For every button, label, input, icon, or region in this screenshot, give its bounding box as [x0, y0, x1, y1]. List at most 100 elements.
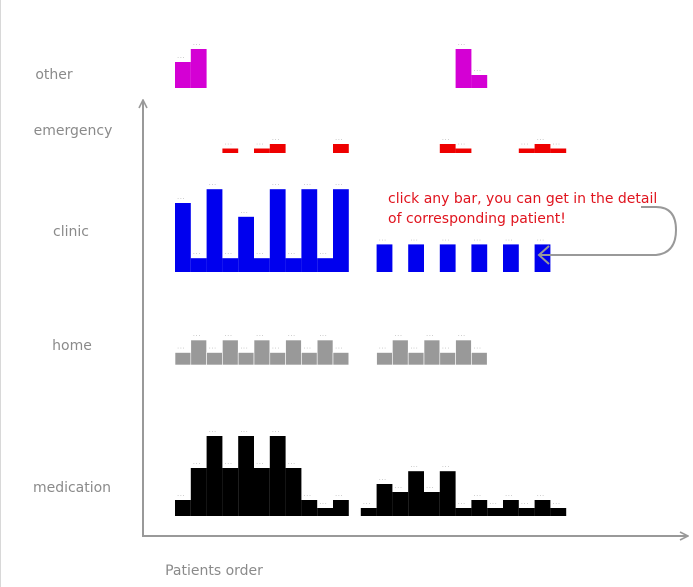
bar-value-label: ...	[521, 498, 529, 506]
bar-value-label: ...	[335, 343, 343, 351]
bar-clinic-8[interactable]	[285, 258, 302, 272]
bar-medication-12[interactable]	[360, 508, 377, 516]
bar-other-19[interactable]	[471, 75, 488, 88]
hint-line-2: of corresponding patient!	[388, 211, 566, 227]
bar-medication-5[interactable]	[238, 436, 254, 516]
bar-value-label: ...	[272, 343, 280, 351]
bar-medication-3[interactable]	[206, 436, 223, 516]
bar-other-2[interactable]	[190, 49, 207, 88]
bar-value-label: ...	[335, 179, 343, 187]
bar-medication-20[interactable]	[487, 508, 503, 516]
bar-home-7[interactable]	[269, 352, 286, 366]
bar-clinic-9[interactable]	[301, 189, 318, 272]
bar-clinic-10[interactable]	[317, 258, 333, 272]
bar-home-15[interactable]	[407, 352, 425, 366]
bar-home-5[interactable]	[237, 352, 255, 366]
bar-emergency-23[interactable]	[534, 144, 551, 153]
x-axis-title: Patients order	[165, 563, 263, 579]
bar-medication-17[interactable]	[439, 471, 456, 516]
bar-value-label: ...	[319, 330, 327, 338]
bar-value-label: ...	[177, 52, 185, 60]
bar-value-label: ...	[458, 498, 466, 506]
bar-other-18[interactable]	[455, 49, 472, 88]
bar-value-label: ...	[458, 139, 466, 147]
bar-home-18[interactable]	[455, 339, 472, 366]
bar-home-16[interactable]	[423, 339, 441, 366]
bar-home-3[interactable]	[206, 352, 223, 366]
bar-value-label: ...	[442, 461, 450, 469]
bar-medication-9[interactable]	[301, 500, 318, 516]
bar-value-label: ...	[379, 474, 387, 482]
bar-value-label: ...	[379, 234, 387, 242]
bar-value-label: ...	[410, 343, 418, 351]
bar-medication-23[interactable]	[534, 500, 551, 516]
bar-value-label: ...	[505, 490, 513, 498]
bar-medication-22[interactable]	[518, 508, 535, 516]
bar-medication-19[interactable]	[471, 500, 488, 516]
bar-medication-11[interactable]	[333, 500, 349, 516]
bar-home-4[interactable]	[222, 339, 239, 366]
bar-medication-18[interactable]	[455, 508, 472, 516]
bar-clinic-7[interactable]	[269, 189, 286, 272]
bar-clinic-13[interactable]	[376, 244, 393, 272]
bar-medication-14[interactable]	[392, 492, 409, 516]
bar-emergency-11[interactable]	[333, 144, 349, 153]
bar-emergency-17[interactable]	[439, 144, 456, 153]
bar-medication-16[interactable]	[424, 492, 440, 516]
bar-clinic-6[interactable]	[254, 258, 270, 272]
bar-value-label: ...	[319, 248, 327, 256]
bar-value-label: ...	[473, 490, 481, 498]
bar-value-label: ...	[177, 343, 185, 351]
bar-clinic-3[interactable]	[206, 189, 223, 272]
bar-clinic-19[interactable]	[471, 244, 488, 272]
bar-home-10[interactable]	[316, 339, 334, 366]
bar-home-8[interactable]	[285, 339, 302, 366]
bar-home-1[interactable]	[174, 352, 192, 366]
bar-medication-2[interactable]	[190, 468, 207, 516]
bar-value-label: ...	[240, 343, 248, 351]
bar-medication-8[interactable]	[285, 468, 302, 516]
bar-clinic-2[interactable]	[190, 258, 207, 272]
bar-value-label: ...	[335, 134, 343, 142]
bar-clinic-11[interactable]	[333, 189, 349, 272]
bar-medication-10[interactable]	[317, 508, 333, 516]
bar-home-17[interactable]	[439, 352, 456, 366]
bar-value-label: ...	[303, 490, 311, 498]
bar-emergency-24[interactable]	[550, 148, 567, 154]
bar-home-19[interactable]	[471, 352, 488, 366]
bar-medication-21[interactable]	[503, 500, 519, 516]
bar-clinic-4[interactable]	[222, 258, 239, 272]
bar-clinic-21[interactable]	[503, 244, 519, 272]
bar-clinic-17[interactable]	[439, 244, 456, 272]
bar-value-label: ...	[458, 330, 466, 338]
row-label-other: other	[35, 67, 73, 83]
bar-home-14[interactable]	[392, 339, 409, 366]
bar-medication-24[interactable]	[550, 508, 567, 516]
bar-medication-4[interactable]	[222, 468, 239, 516]
bar-home-13[interactable]	[376, 352, 393, 366]
bar-emergency-7[interactable]	[269, 144, 286, 153]
bar-value-label: ...	[209, 179, 217, 187]
bar-home-9[interactable]	[301, 352, 318, 366]
bar-home-6[interactable]	[253, 339, 271, 366]
bar-medication-15[interactable]	[408, 471, 424, 516]
bar-medication-1[interactable]	[175, 500, 191, 516]
bar-clinic-1[interactable]	[175, 203, 191, 272]
bar-clinic-5[interactable]	[238, 216, 254, 272]
bar-value-label: ...	[288, 330, 296, 338]
bar-value-label: ...	[552, 498, 560, 506]
bar-medication-6[interactable]	[254, 468, 270, 516]
bar-home-11[interactable]	[332, 352, 350, 366]
bar-emergency-4[interactable]	[222, 148, 239, 154]
axes	[142, 100, 688, 536]
bar-value-label: ...	[379, 343, 387, 351]
row-label-emergency: emergency	[34, 123, 113, 139]
bar-clinic-15[interactable]	[408, 244, 424, 272]
bar-home-2[interactable]	[190, 339, 207, 366]
bar-emergency-22[interactable]	[518, 148, 535, 154]
bar-medication-7[interactable]	[269, 436, 286, 516]
bar-emergency-18[interactable]	[455, 148, 472, 154]
bar-emergency-6[interactable]	[254, 148, 270, 154]
bar-other-1[interactable]	[175, 62, 191, 88]
bar-medication-13[interactable]	[376, 484, 393, 516]
